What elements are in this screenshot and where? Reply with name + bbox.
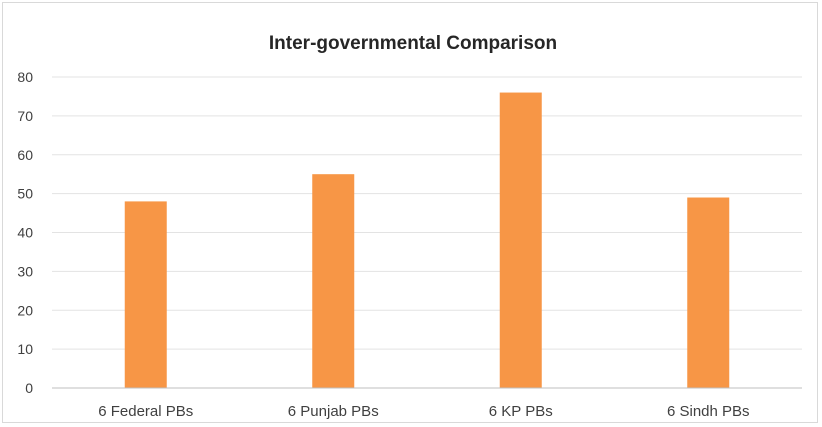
y-tick-label: 50 bbox=[17, 186, 33, 202]
x-category-label: 6 Punjab PBs bbox=[288, 403, 379, 420]
gridlines bbox=[52, 76, 802, 350]
y-tick-label: 40 bbox=[17, 225, 33, 241]
y-tick-label: 20 bbox=[17, 302, 33, 318]
y-tick-label: 30 bbox=[17, 263, 33, 279]
y-tick-label: 10 bbox=[17, 341, 33, 357]
y-axis-ticks: 0 10 20 30 40 50 60 70 80 bbox=[17, 69, 33, 396]
y-tick-label: 80 bbox=[17, 69, 33, 85]
y-tick-label: 70 bbox=[17, 108, 33, 124]
x-axis-categories: 6 Federal PBs 6 Punjab PBs 6 KP PBs 6 Sindh… bbox=[98, 403, 749, 420]
bar bbox=[687, 197, 730, 388]
bar bbox=[312, 174, 355, 388]
x-category-label: 6 KP PBs bbox=[489, 403, 553, 420]
y-tick-label: 60 bbox=[17, 147, 33, 163]
bars bbox=[124, 92, 730, 389]
chart-title: Inter-governmental Comparison bbox=[269, 33, 557, 54]
y-tick-label: 0 bbox=[25, 380, 33, 396]
x-category-label: 6 Federal PBs bbox=[98, 403, 193, 420]
bar bbox=[499, 92, 542, 389]
x-category-label: 6 Sindh PBs bbox=[667, 403, 750, 420]
bar bbox=[124, 201, 167, 388]
